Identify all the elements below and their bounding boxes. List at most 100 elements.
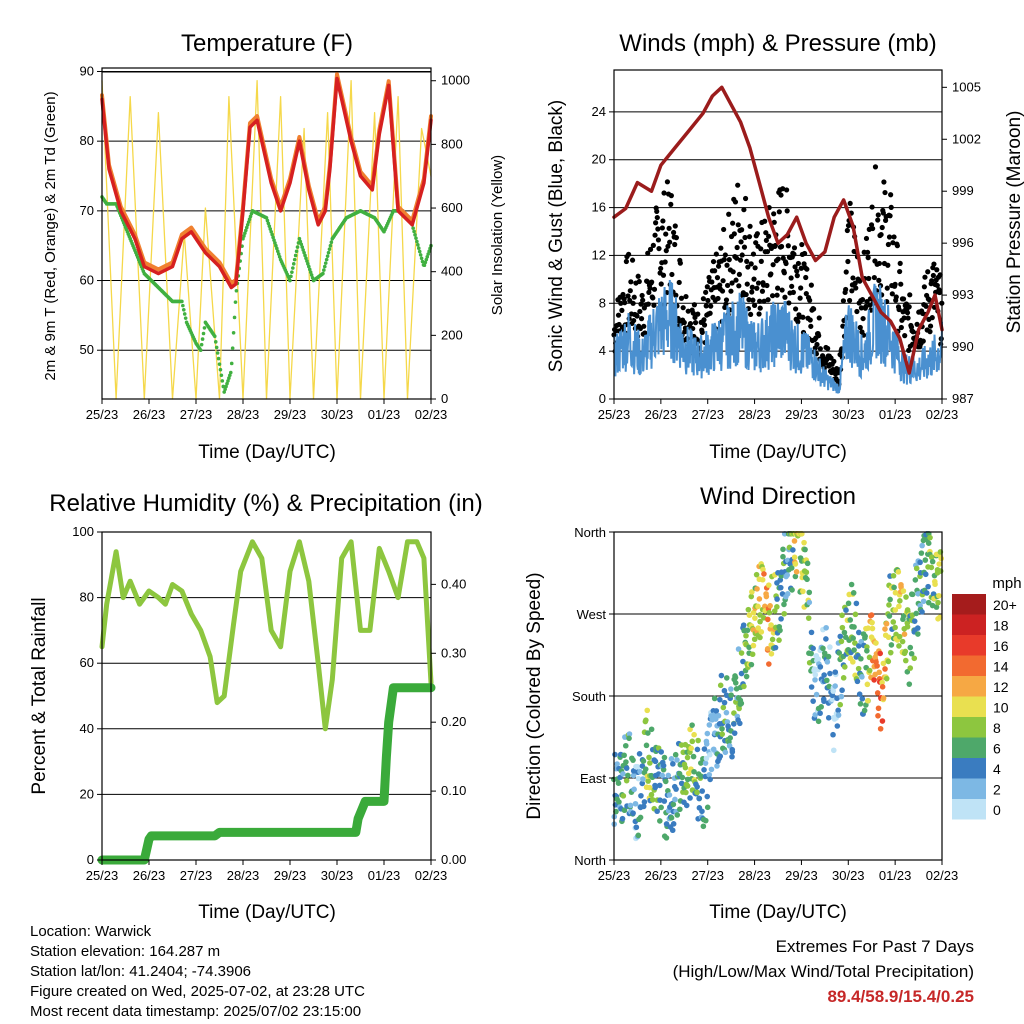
- legend-label: 8: [993, 720, 1001, 736]
- direction-point: [869, 619, 875, 626]
- direction-point: [736, 720, 743, 727]
- direction-point: [738, 700, 745, 707]
- direction-point: [825, 715, 832, 721]
- gust-point: [898, 324, 904, 331]
- direction-point: [622, 742, 629, 749]
- gust-point: [840, 298, 847, 304]
- direction-point: [808, 684, 815, 690]
- x-tick-label: 28/23: [227, 868, 260, 883]
- dewpoint-point: [411, 226, 415, 230]
- direction-point: [823, 636, 829, 642]
- direction-point: [713, 708, 720, 714]
- temperature-xlabel: Time (Day/UTC): [198, 442, 336, 463]
- station-elevation: Station elevation: 164.287 m: [30, 943, 221, 960]
- gust-point: [703, 303, 709, 309]
- direction-point: [729, 753, 735, 760]
- gust-point: [898, 281, 904, 287]
- gust-point: [882, 189, 888, 196]
- x-tick-label: 29/23: [274, 407, 307, 422]
- gust-point: [734, 244, 740, 251]
- direction-point: [777, 627, 783, 634]
- gust-point: [717, 282, 723, 288]
- humidity-frame: [101, 531, 432, 861]
- y2-tick-label: 0.30: [441, 645, 466, 660]
- gust-point: [756, 311, 762, 317]
- direction-point: [746, 612, 753, 618]
- gust-point: [645, 250, 651, 256]
- direction-point: [757, 612, 763, 618]
- x-tick-label: 27/23: [180, 868, 213, 883]
- direction-point: [682, 764, 689, 771]
- gust-point: [730, 269, 736, 275]
- gust-point: [798, 265, 804, 271]
- direction-point: [656, 782, 663, 789]
- direction-point: [853, 600, 860, 607]
- direction-point: [832, 683, 838, 689]
- direction-point: [812, 671, 819, 678]
- direction-point: [645, 778, 651, 784]
- gust-point: [630, 300, 636, 306]
- gust-point: [843, 286, 849, 293]
- gust-point: [659, 225, 665, 231]
- dewpoint-point: [276, 252, 281, 256]
- y-tick-label: 80: [80, 133, 94, 148]
- gust-point: [629, 257, 636, 263]
- gust-point: [902, 333, 908, 339]
- dewpoint-point: [307, 267, 312, 272]
- direction-point: [890, 619, 897, 625]
- gust-point: [672, 241, 678, 248]
- direction-point: [691, 768, 697, 775]
- direction-point: [847, 617, 854, 623]
- gust-point: [897, 268, 903, 275]
- x-tick-label: 30/23: [832, 407, 865, 422]
- gust-point: [750, 251, 757, 257]
- y-tick-label: 40: [80, 721, 94, 736]
- direction-point: [865, 697, 871, 704]
- humidity-title: Relative Humidity (%) & Precipitation (i…: [49, 490, 482, 517]
- legend-swatch: [952, 717, 986, 738]
- dewpoint-point: [291, 262, 296, 266]
- dewpoint-point: [427, 249, 431, 254]
- direction-point: [738, 650, 745, 656]
- dewpoint-point: [269, 229, 274, 234]
- direction-point: [661, 754, 668, 761]
- dewpoint-point: [426, 252, 430, 256]
- direction-point: [856, 691, 863, 698]
- direction-point: [670, 821, 677, 827]
- direction-point: [649, 796, 656, 803]
- humidity-xlabel: Time (Day/UTC): [198, 902, 336, 923]
- direction-point: [741, 683, 747, 690]
- gust-point: [768, 271, 774, 277]
- gust-point: [788, 275, 794, 281]
- y-tick-label: 24: [592, 104, 606, 119]
- extremes-subtitle: (High/Low/Max Wind/Total Precipitation): [672, 962, 974, 981]
- gust-point: [934, 282, 940, 289]
- direction-point: [759, 576, 766, 583]
- dewpoint-point: [417, 249, 422, 254]
- direction-point: [654, 808, 660, 815]
- dewpoint-point: [301, 248, 305, 252]
- direction-point: [925, 540, 932, 546]
- direction-point: [805, 615, 812, 621]
- gust-point: [922, 274, 928, 280]
- direction-point: [643, 742, 650, 749]
- gust-point: [721, 257, 727, 263]
- direction-point: [723, 675, 730, 681]
- direction-point: [824, 659, 831, 665]
- gust-point: [927, 323, 934, 329]
- direction-point: [626, 731, 633, 737]
- y-tick-label: 50: [80, 342, 94, 357]
- y-tick-label: 20: [80, 786, 94, 801]
- direction-point: [683, 802, 690, 809]
- gust-point: [662, 259, 668, 265]
- legend-label: 10: [993, 700, 1009, 716]
- direction-panel: Wind Direction North East South West North 2…: [524, 483, 1022, 923]
- direction-point: [612, 751, 618, 758]
- dewpoint-point: [414, 236, 418, 240]
- direction-point: [668, 815, 675, 821]
- gust-point: [661, 190, 667, 196]
- gust-point: [888, 204, 894, 210]
- gust-point: [807, 317, 813, 323]
- direction-point: [764, 645, 771, 652]
- x-tick-label: 02/23: [415, 868, 448, 883]
